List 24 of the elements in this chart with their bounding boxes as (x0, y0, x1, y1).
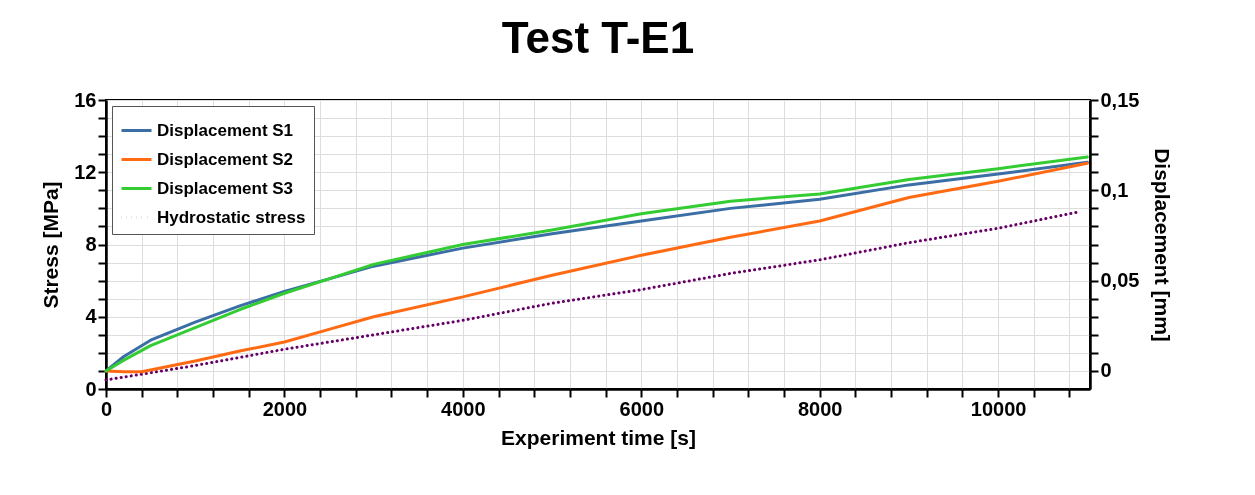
y-tick-label: 16 (74, 88, 97, 111)
legend-label: Displacement S3 (157, 178, 294, 198)
x-axis-title: Experiment time [s] (501, 425, 696, 449)
legend-label: Displacement S1 (157, 120, 294, 140)
y2-tick-label: 0,15 (1100, 88, 1140, 111)
x-tick-label: 8000 (797, 397, 843, 420)
x-tick-label: 0 (100, 397, 113, 420)
y-tick-label: 0 (85, 377, 97, 400)
x-tick-label: 6000 (619, 397, 665, 420)
line-series (104, 210, 1080, 382)
y2-tick-label: 0 (1100, 359, 1112, 382)
y-tick-label: 8 (85, 233, 97, 255)
legend-label: Displacement S2 (157, 149, 294, 169)
x-tick-label: 10000 (970, 397, 1027, 420)
y-tick-label: 4 (85, 305, 98, 328)
legend-label: Hydrostatic stress (157, 207, 306, 227)
y2-axis-title: Displacement [mm] (1151, 148, 1175, 342)
y2-tick-label: 0,05 (1100, 269, 1140, 292)
y-tick-label: 12 (74, 160, 97, 183)
chart-title: Test T-E1 (501, 13, 695, 62)
y-axis-title: Stress [MPa] (39, 181, 63, 309)
x-tick-label: 4000 (441, 397, 486, 420)
x-tick-label: 2000 (262, 397, 308, 420)
y2-tick-label: 0,1 (1100, 178, 1129, 201)
